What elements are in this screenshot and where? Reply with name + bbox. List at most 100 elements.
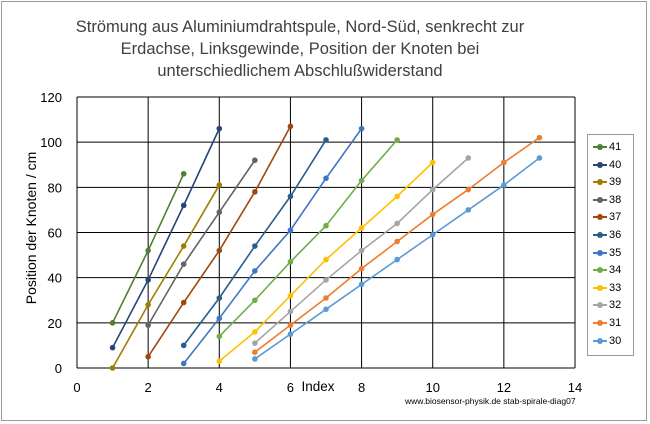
chart-title-line-2: Erdachse, Linksgewinde, Position der Kno… (120, 40, 480, 58)
data-point (323, 222, 329, 229)
legend-label: 36 (609, 229, 622, 241)
data-point (109, 344, 116, 351)
legend-swatch-marker (597, 320, 603, 326)
x-tick-label: 6 (287, 380, 294, 395)
series-38 (145, 157, 258, 328)
data-point (216, 182, 223, 188)
data-point (145, 277, 151, 283)
legend-item-41: 41 (588, 140, 635, 154)
series-30 (252, 155, 543, 362)
data-point (145, 322, 151, 328)
data-point (465, 155, 472, 161)
data-point (216, 333, 223, 340)
series-33 (216, 159, 436, 365)
y-tick-label: 40 (48, 271, 62, 286)
legend-swatch-marker (597, 337, 603, 344)
data-point (429, 159, 436, 166)
x-tick-label: 10 (425, 380, 439, 395)
data-point (358, 225, 365, 231)
series-37 (145, 123, 294, 360)
y-tick-label: 0 (55, 361, 62, 376)
legend-item-34: 34 (588, 263, 635, 277)
data-point (252, 189, 258, 195)
y-tick-label: 80 (48, 180, 62, 195)
data-point (394, 193, 400, 200)
data-point (252, 268, 258, 274)
data-point (358, 125, 365, 132)
legend-label: 34 (609, 264, 622, 277)
data-point (358, 247, 365, 254)
legend-label: 30 (609, 334, 622, 347)
data-point (323, 277, 329, 283)
data-point (252, 356, 258, 362)
data-point (323, 295, 329, 301)
legend-swatch-marker (597, 302, 603, 309)
data-point (180, 342, 187, 349)
legend-label: 33 (609, 281, 622, 294)
data-point (287, 259, 294, 265)
x-tick-label: 2 (145, 380, 152, 395)
data-point (536, 155, 543, 161)
data-point (287, 292, 294, 299)
series-34 (216, 137, 400, 340)
legend-swatch-marker (597, 179, 603, 186)
data-point (429, 186, 436, 193)
legend-label: 31 (609, 317, 622, 329)
legend-item-32: 32 (588, 298, 635, 312)
data-point (429, 211, 436, 218)
y-tick-label: 100 (40, 135, 62, 150)
x-tick-label: 8 (358, 380, 365, 395)
legend-swatch-marker (597, 214, 603, 221)
data-point (287, 331, 294, 337)
data-point (145, 353, 151, 360)
data-point (216, 125, 223, 132)
data-point (287, 322, 294, 328)
x-tick-label: 4 (216, 380, 223, 395)
series-line (111, 184, 220, 369)
data-point (465, 207, 472, 213)
series-line (147, 159, 256, 326)
legend: 41 40 39 38 37 36 35 34 33 32 31 30 (587, 134, 634, 356)
data-point (252, 157, 258, 164)
data-point (323, 306, 329, 313)
data-point (252, 243, 258, 249)
x-tick-label: 14 (568, 380, 582, 395)
data-point (287, 123, 294, 130)
data-point (145, 247, 151, 254)
data-point (323, 175, 329, 182)
legend-item-31: 31 (588, 316, 635, 330)
legend-item-39: 39 (588, 175, 635, 189)
legend-swatch-marker (597, 196, 603, 203)
data-point (287, 308, 294, 315)
data-point (216, 209, 223, 215)
data-point (358, 281, 365, 288)
x-axis-label: Index (301, 379, 334, 394)
series-line (183, 128, 363, 364)
legend-item-38: 38 (588, 193, 635, 207)
data-point (394, 256, 400, 263)
data-point (501, 182, 507, 188)
data-point (252, 297, 258, 304)
legend-item-40: 40 (588, 158, 635, 172)
legend-swatch-marker (597, 249, 603, 256)
series-31 (252, 134, 543, 355)
legend-item-35: 35 (588, 246, 635, 260)
legend-label: 35 (609, 246, 622, 259)
legend-item-30: 30 (588, 334, 635, 348)
series-line (218, 139, 398, 337)
legend-swatch-marker (597, 267, 603, 274)
legend-swatch-marker (597, 232, 603, 238)
data-point (180, 243, 187, 249)
data-point (145, 301, 151, 308)
series-41 (109, 170, 187, 326)
data-point (429, 231, 436, 238)
legend-label: 32 (609, 299, 622, 312)
data-point (465, 186, 472, 193)
x-tick-label: 12 (497, 380, 511, 395)
legend-label: 39 (609, 176, 622, 189)
data-point (287, 227, 294, 234)
series-32 (252, 155, 472, 346)
legend-item-36: 36 (588, 228, 635, 242)
